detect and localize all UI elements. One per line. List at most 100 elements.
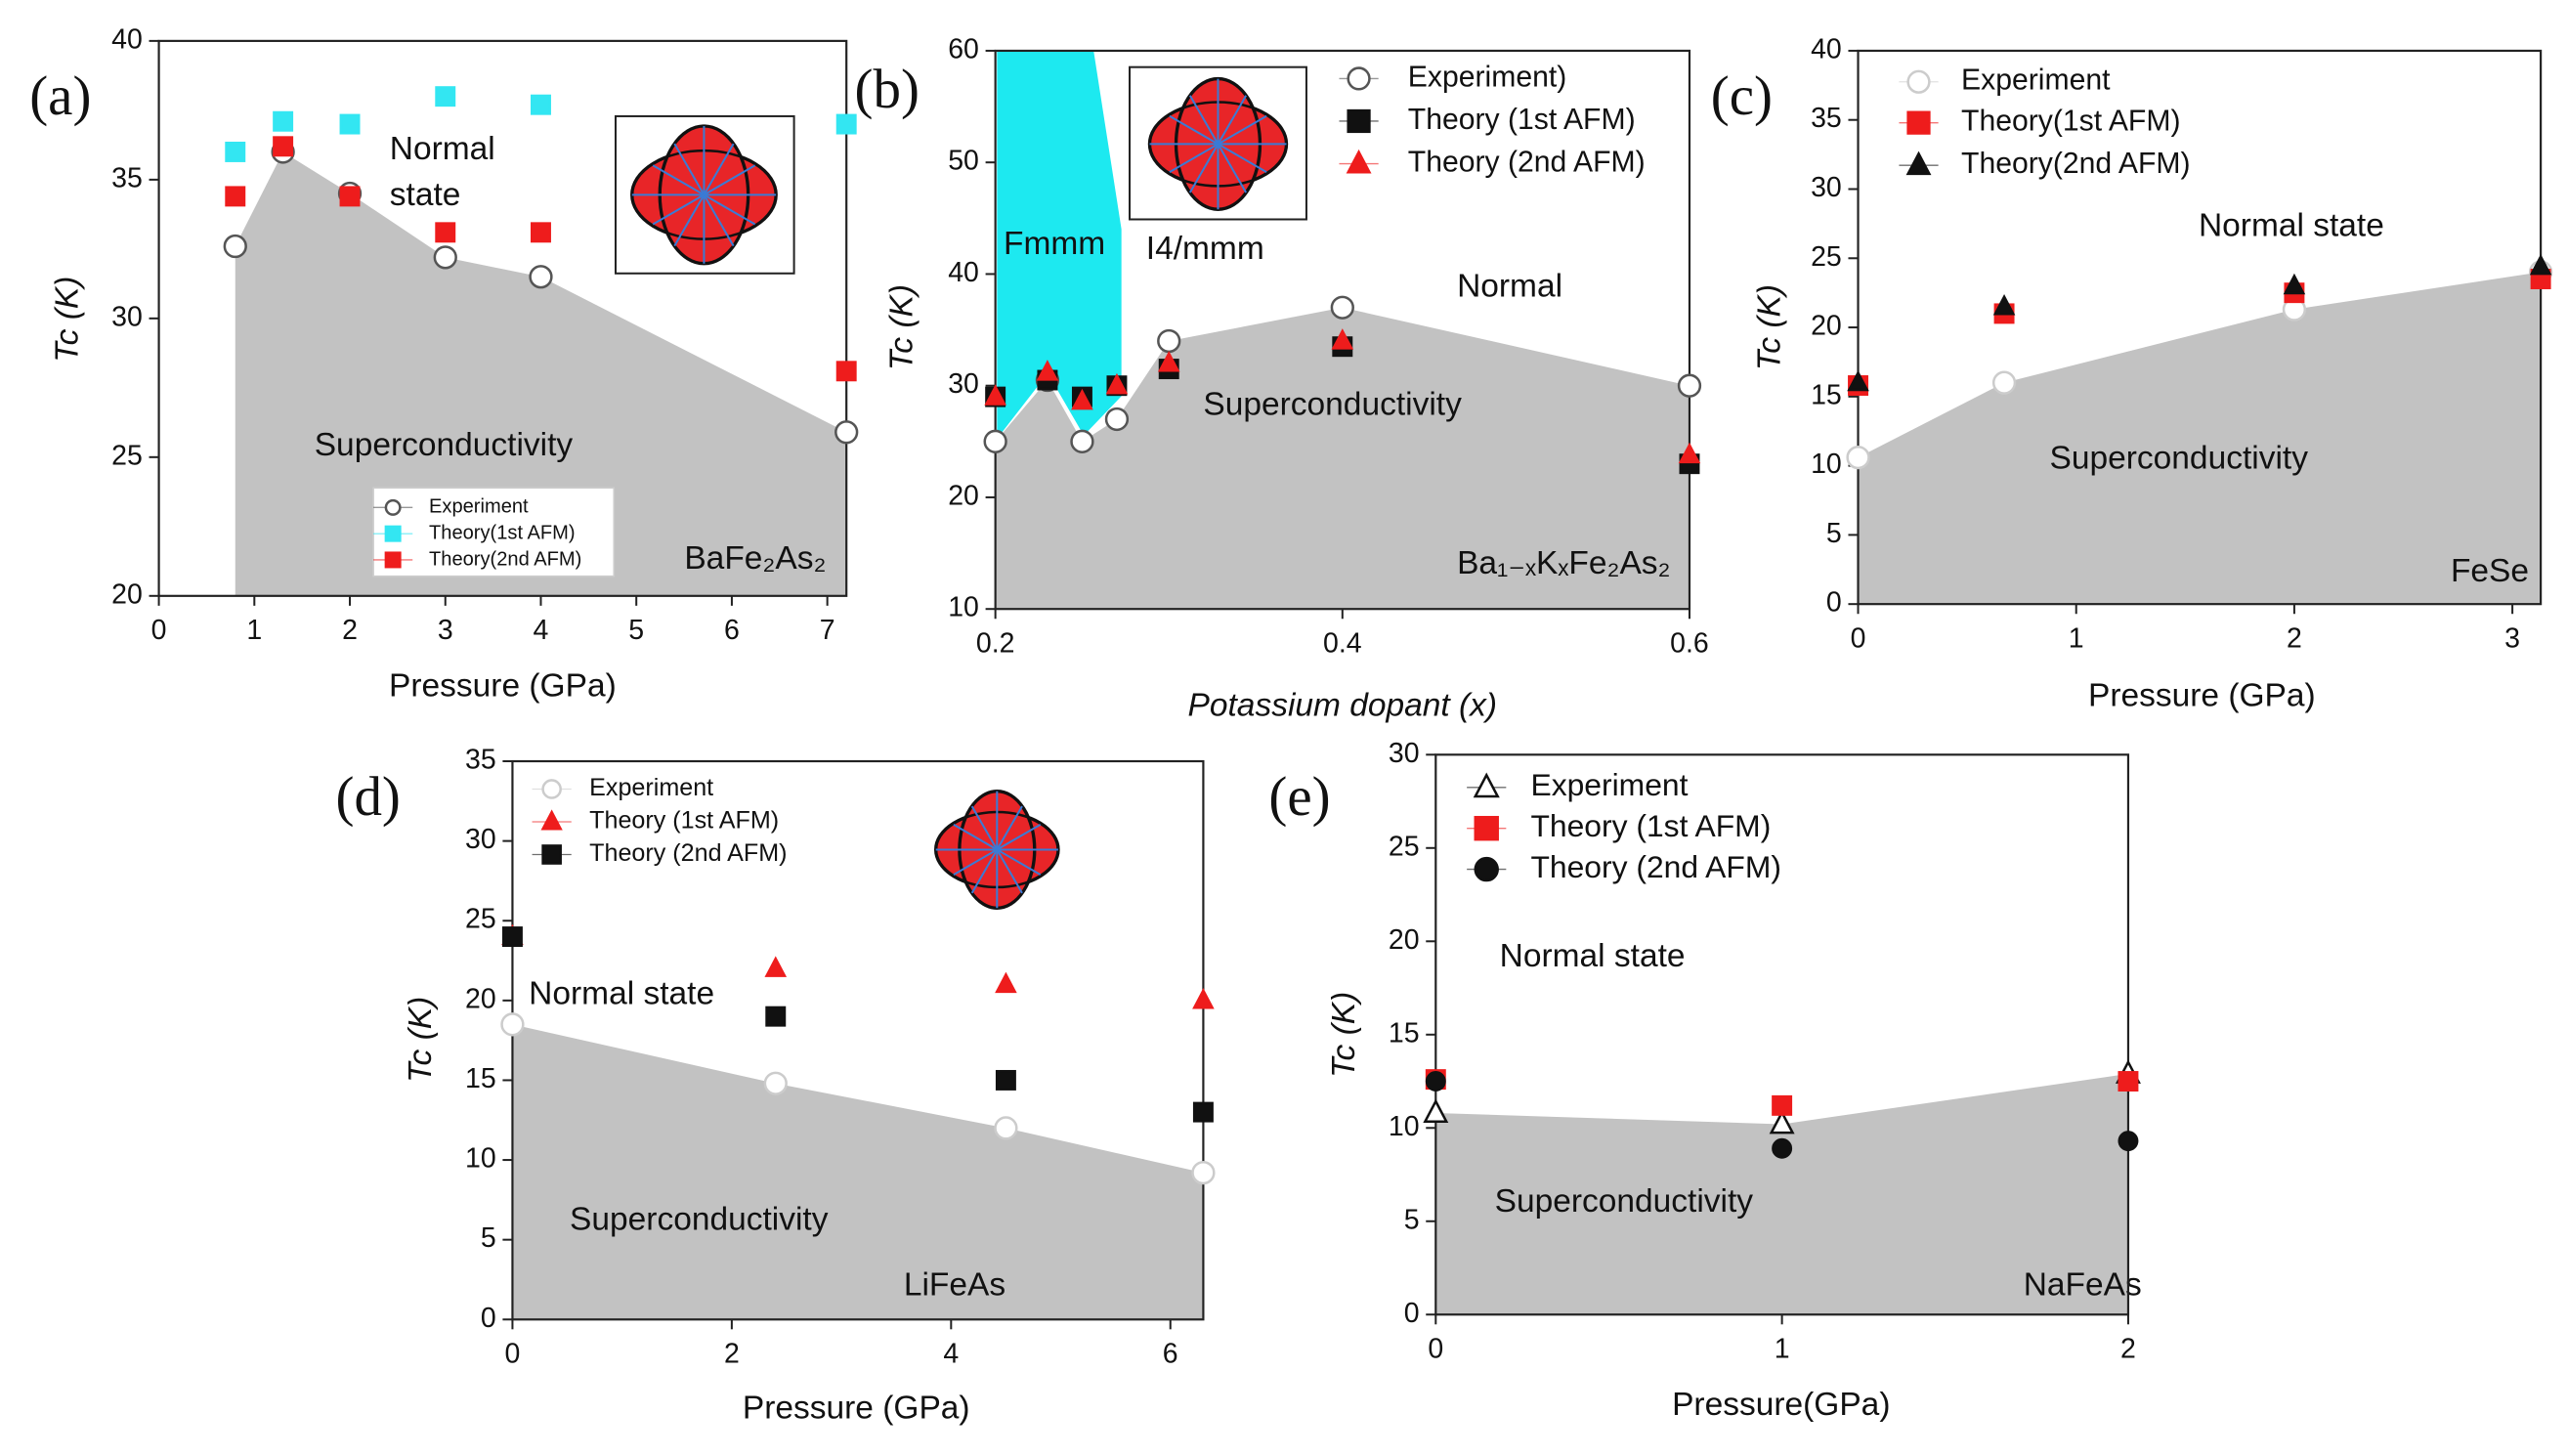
data-point bbox=[1157, 328, 1181, 354]
legend-label: Theory (2nd AFM) bbox=[1530, 849, 1780, 884]
legend-marker bbox=[1906, 69, 1931, 94]
y-tick-label: 20 bbox=[1811, 311, 1842, 342]
data-point bbox=[1331, 328, 1354, 350]
x-tick-label: 6 bbox=[724, 615, 740, 646]
y-tick-label: 30 bbox=[465, 824, 496, 855]
legend-marker bbox=[1346, 149, 1372, 174]
annotation: LiFeAs bbox=[904, 1267, 1005, 1304]
x-tick-label: 0 bbox=[151, 615, 167, 646]
data-point bbox=[835, 113, 857, 135]
y-tick-label: 20 bbox=[948, 480, 979, 511]
data-point bbox=[225, 141, 246, 162]
data-point bbox=[1104, 407, 1130, 432]
y-tick-label: 5 bbox=[1404, 1204, 1420, 1235]
y-tick-label: 60 bbox=[948, 33, 979, 64]
x-tick-label: 0.4 bbox=[1323, 628, 1362, 660]
y-tick-label: 40 bbox=[111, 23, 143, 55]
data-point bbox=[1991, 370, 2017, 395]
y-tick-label: 20 bbox=[465, 983, 496, 1014]
data-point bbox=[435, 222, 456, 243]
orbital-axis bbox=[953, 823, 1042, 876]
y-tick-label: 0 bbox=[1826, 587, 1842, 619]
data-point bbox=[225, 186, 246, 207]
y-tick-label: 25 bbox=[111, 440, 143, 471]
y-tick-label: 35 bbox=[111, 162, 143, 193]
x-tick-label: 2 bbox=[724, 1339, 740, 1370]
annotation: Fmmm bbox=[1004, 226, 1105, 262]
superconducting-area bbox=[512, 1024, 1204, 1320]
data-point bbox=[1157, 351, 1180, 372]
annotation: Ba₁₋ₓKₓFe₂As₂ bbox=[1457, 545, 1671, 581]
x-axis-label: Pressure (GPa) bbox=[2088, 678, 2316, 714]
legend-label: Experiment bbox=[429, 496, 529, 518]
data-point bbox=[983, 429, 1007, 453]
legend-marker bbox=[1906, 110, 1931, 135]
y-tick-label: 30 bbox=[1389, 738, 1420, 769]
annotation: BaFe₂As₂ bbox=[684, 540, 826, 577]
y-tick-label: 35 bbox=[1811, 103, 1842, 134]
data-point bbox=[2529, 253, 2552, 276]
legend-label: Theory (2nd AFM) bbox=[589, 839, 787, 867]
data-point bbox=[834, 420, 859, 445]
legend-frame bbox=[372, 487, 616, 578]
x-tick-label: 2 bbox=[2120, 1334, 2136, 1365]
data-point bbox=[1330, 295, 1354, 320]
data-point bbox=[531, 94, 551, 115]
y-tick-label: 25 bbox=[1811, 241, 1842, 273]
data-point bbox=[1425, 1071, 1446, 1092]
data-point bbox=[1677, 373, 1702, 398]
legend-marker bbox=[384, 498, 402, 516]
legend-label: Experiment) bbox=[1408, 61, 1566, 93]
data-point bbox=[1191, 1160, 1216, 1185]
y-axis-label: Tc (K) bbox=[403, 997, 439, 1083]
y-tick-label: 40 bbox=[1811, 33, 1842, 64]
data-point bbox=[1772, 1094, 1793, 1116]
x-tick-label: 1 bbox=[1775, 1334, 1790, 1365]
annotation: NaFeAs bbox=[2024, 1267, 2142, 1304]
superconducting-area bbox=[995, 307, 1690, 610]
annotation: Superconductivity bbox=[1203, 386, 1462, 422]
panel-label: (c) bbox=[1711, 65, 1773, 127]
data-point bbox=[531, 222, 551, 243]
y-tick-label: 10 bbox=[1389, 1111, 1420, 1142]
x-tick-label: 4 bbox=[943, 1339, 959, 1370]
legend-label: Theory(2nd AFM) bbox=[1961, 148, 2191, 180]
y-tick-label: 0 bbox=[1404, 1298, 1420, 1329]
y-tick-label: 15 bbox=[1811, 379, 1842, 410]
annotation: Superconductivity bbox=[2050, 441, 2309, 477]
annotation: Superconductivity bbox=[315, 427, 574, 463]
x-axis-label: Pressure (GPa) bbox=[389, 667, 617, 704]
x-tick-label: 2 bbox=[342, 615, 358, 646]
data-point bbox=[1192, 988, 1215, 1009]
y-tick-label: 10 bbox=[1811, 449, 1842, 480]
data-point bbox=[1192, 1101, 1214, 1123]
legend-marker bbox=[384, 525, 402, 542]
data-point bbox=[501, 926, 523, 948]
legend-marker bbox=[1347, 66, 1371, 91]
annotation: Superconductivity bbox=[570, 1202, 829, 1238]
data-point bbox=[1772, 1137, 1793, 1159]
y-tick-label: 20 bbox=[1389, 924, 1420, 956]
y-tick-label: 0 bbox=[481, 1303, 496, 1334]
legend-label: Theory(2nd AFM) bbox=[429, 548, 581, 570]
legend-label: Theory (1st AFM) bbox=[1408, 104, 1636, 136]
y-tick-label: 30 bbox=[1811, 172, 1842, 203]
data-point bbox=[2118, 1071, 2139, 1092]
data-point bbox=[273, 136, 294, 157]
data-point bbox=[995, 1069, 1016, 1091]
data-point bbox=[1423, 1098, 1449, 1123]
panel-label: (b) bbox=[855, 59, 920, 120]
data-point bbox=[763, 1071, 788, 1095]
data-point bbox=[984, 384, 1006, 406]
annotation: Superconductivity bbox=[1495, 1183, 1754, 1220]
legend-label: Theory(1st AFM) bbox=[1961, 106, 2180, 138]
data-point bbox=[765, 1006, 787, 1027]
data-point bbox=[1846, 445, 1870, 470]
data-point bbox=[1070, 429, 1094, 453]
legend-label: Theory (1st AFM) bbox=[1530, 808, 1771, 843]
data-point bbox=[223, 234, 247, 259]
x-tick-label: 1 bbox=[2069, 623, 2084, 655]
data-point bbox=[433, 245, 457, 270]
